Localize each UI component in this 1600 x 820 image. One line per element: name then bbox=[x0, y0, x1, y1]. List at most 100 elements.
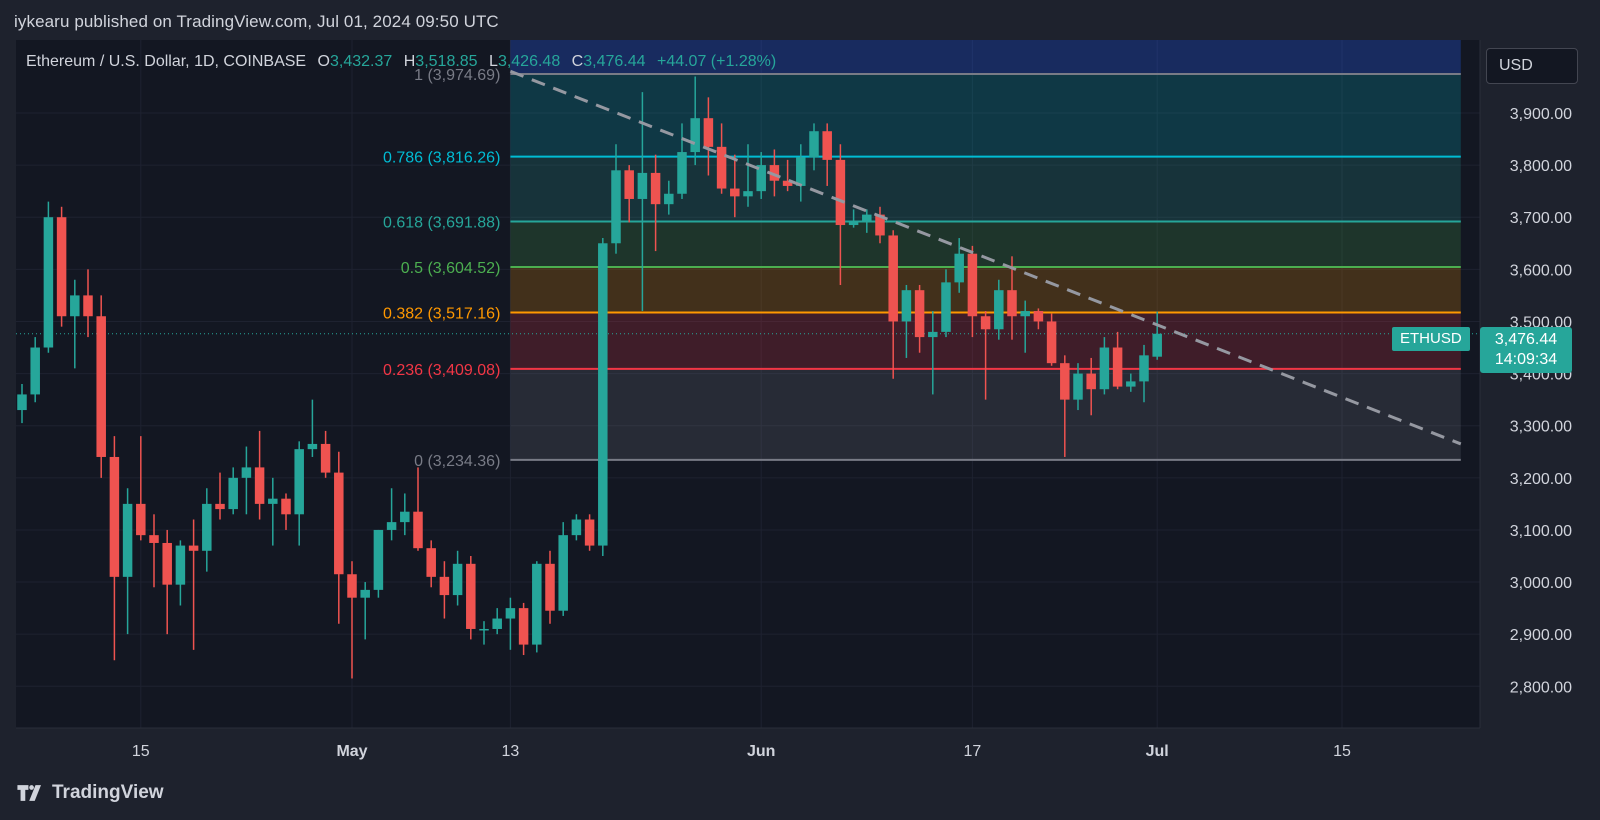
fib-top-band bbox=[510, 40, 1461, 75]
candle-body bbox=[782, 180, 793, 186]
candle-body bbox=[492, 618, 502, 629]
candle-body bbox=[690, 118, 700, 153]
candle-body bbox=[664, 193, 674, 205]
candle-body bbox=[334, 472, 344, 575]
candle-body bbox=[598, 243, 608, 546]
candle-body bbox=[743, 191, 753, 197]
candle-body bbox=[254, 467, 265, 504]
last-price-tag: 3,476.44 14:09:34 bbox=[1480, 327, 1572, 373]
candle-body bbox=[400, 511, 410, 523]
candle-body bbox=[241, 467, 252, 478]
candle-body bbox=[268, 498, 278, 504]
symbol-price-tag: ETHUSD bbox=[1392, 327, 1470, 351]
candle-body bbox=[637, 172, 648, 199]
brand-name: TradingView bbox=[52, 782, 164, 803]
candle-body bbox=[30, 347, 40, 395]
candle-body bbox=[584, 519, 595, 546]
candle-body bbox=[70, 295, 80, 317]
y-tick-label: 3,600.00 bbox=[1510, 262, 1572, 279]
close-key: C bbox=[571, 53, 584, 70]
y-tick-label: 3,700.00 bbox=[1510, 210, 1572, 227]
candle-body bbox=[756, 165, 766, 192]
candle-body bbox=[571, 519, 582, 536]
fib-zone bbox=[510, 74, 1461, 157]
x-tick-label: Jun bbox=[747, 743, 775, 760]
candle-body bbox=[479, 628, 489, 631]
grid bbox=[16, 40, 1480, 728]
candle-body bbox=[532, 563, 542, 645]
candle-body bbox=[875, 214, 885, 236]
candle-body bbox=[215, 503, 225, 510]
y-tick-label: 3,300.00 bbox=[1510, 419, 1572, 436]
candle-body bbox=[43, 217, 54, 348]
descending-trendline bbox=[509, 69, 1462, 446]
last-price-value: 3,476.44 bbox=[1494, 331, 1558, 348]
candle-body bbox=[386, 522, 397, 530]
candle-body bbox=[1152, 333, 1162, 357]
candle-body bbox=[703, 118, 714, 147]
candle-body bbox=[1007, 290, 1017, 317]
candle-body bbox=[677, 152, 687, 194]
candle-body bbox=[822, 131, 832, 160]
fib-level-label: 1 (3,974.69) bbox=[414, 67, 500, 84]
fib-level-label: 0.236 (3,409.08) bbox=[383, 362, 500, 379]
footer-brand[interactable]: TradingView bbox=[14, 782, 164, 804]
y-tick-label: 3,100.00 bbox=[1510, 523, 1572, 540]
candle-body bbox=[56, 217, 67, 317]
candle-body bbox=[809, 131, 819, 158]
candle-body bbox=[518, 608, 529, 645]
candle-body bbox=[611, 170, 621, 244]
candle-body bbox=[347, 574, 357, 598]
x-tick-label: 15 bbox=[132, 743, 150, 760]
candle-body bbox=[848, 222, 859, 226]
candle-body bbox=[1086, 373, 1096, 390]
x-tick-label: 17 bbox=[964, 743, 982, 760]
tradingview-logo-icon bbox=[17, 785, 41, 801]
close-value: 3,476.44 bbox=[583, 53, 646, 70]
candle-body bbox=[452, 563, 463, 596]
candle-body bbox=[1139, 355, 1149, 382]
candle-body bbox=[650, 172, 661, 205]
candle-body bbox=[109, 456, 120, 577]
candle-body bbox=[439, 576, 450, 596]
candle-body bbox=[175, 545, 186, 585]
symbol-name[interactable]: Ethereum / U.S. Dollar, 1D, COINBASE bbox=[26, 53, 307, 70]
candle-body bbox=[1099, 347, 1110, 390]
candle-body bbox=[954, 253, 964, 283]
currency-button[interactable]: USD bbox=[1486, 48, 1578, 84]
x-tick-label: 13 bbox=[502, 743, 520, 760]
candle-body bbox=[1073, 373, 1083, 400]
fib-level-label: 0.382 (3,517.16) bbox=[383, 306, 500, 323]
candle-body bbox=[928, 331, 938, 338]
y-tick-label: 3,200.00 bbox=[1510, 471, 1572, 488]
candle-body bbox=[901, 290, 912, 322]
candle-body bbox=[466, 563, 476, 629]
candle-body bbox=[202, 503, 212, 551]
x-tick-label: 15 bbox=[1333, 743, 1351, 760]
candle-body bbox=[1020, 311, 1030, 317]
high-key: H bbox=[403, 53, 416, 70]
candle-body bbox=[505, 608, 516, 619]
candle-body bbox=[716, 146, 727, 189]
change-value: +44.07 (+1.28%) bbox=[656, 53, 777, 70]
candle-body bbox=[162, 542, 172, 585]
y-tick-label: 3,000.00 bbox=[1510, 575, 1572, 592]
bar-countdown: 14:09:34 bbox=[1494, 351, 1558, 368]
fib-level-label: 0 (3,234.36) bbox=[414, 453, 500, 470]
candle-body bbox=[373, 529, 384, 590]
y-tick-label: 3,900.00 bbox=[1510, 106, 1572, 123]
fib-level-label: 0.786 (3,816.26) bbox=[383, 150, 500, 167]
candle-body bbox=[914, 290, 925, 338]
candle-body bbox=[122, 503, 133, 577]
low-key: L bbox=[489, 53, 498, 70]
candle-body bbox=[136, 503, 146, 536]
candle-body bbox=[17, 394, 27, 411]
candle-body bbox=[320, 443, 331, 473]
trendline bbox=[509, 69, 1462, 446]
candle-body bbox=[1126, 381, 1136, 387]
candle-body bbox=[967, 253, 978, 317]
candle-body bbox=[188, 545, 199, 551]
candle-body bbox=[1112, 347, 1123, 387]
candle-body bbox=[294, 449, 304, 515]
